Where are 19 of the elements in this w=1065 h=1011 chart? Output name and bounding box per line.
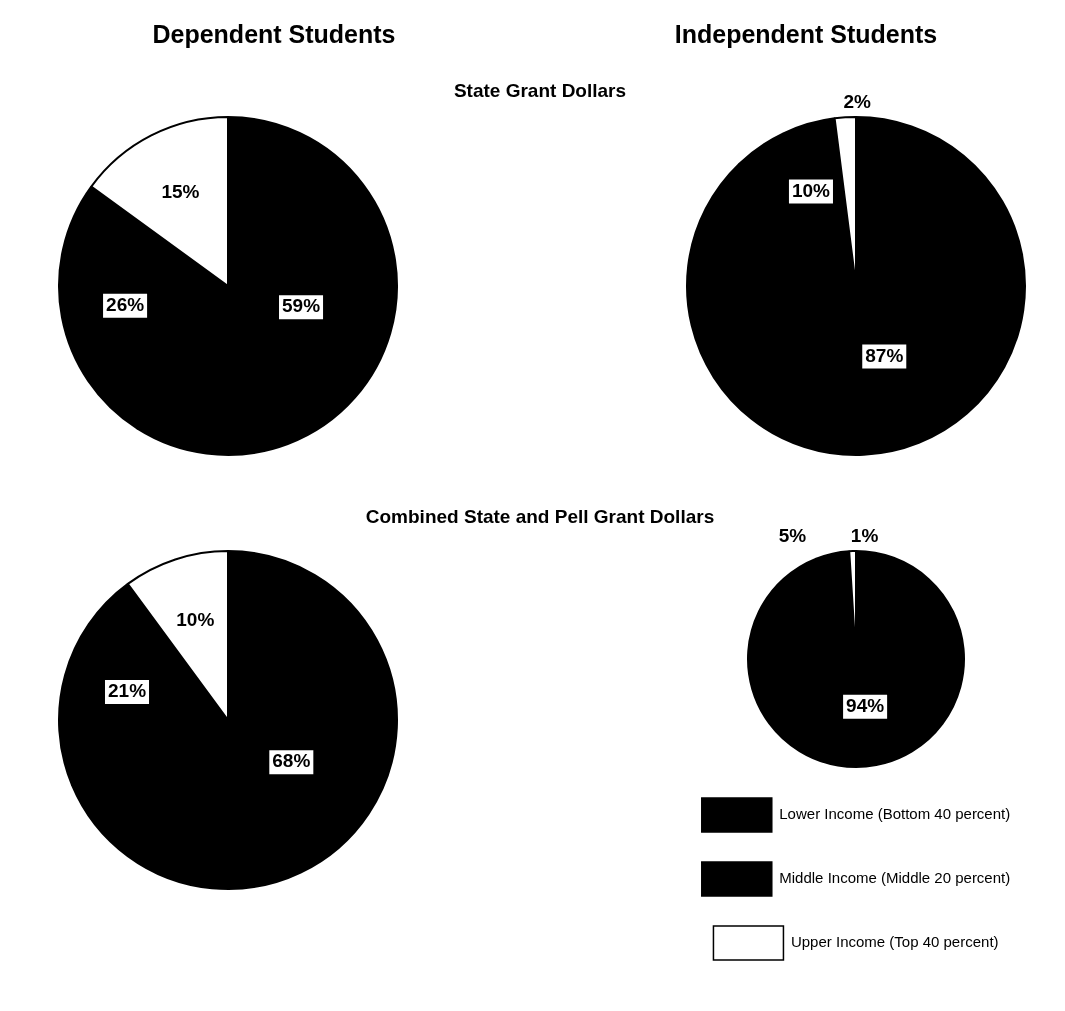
data-label: 1% xyxy=(850,525,879,547)
text: Combined State and Pell Grant Dollars xyxy=(365,506,715,527)
text: State Grant Dollars xyxy=(453,80,627,101)
chart-title: Dependent Students xyxy=(151,20,397,49)
legend-label: Middle Income (Middle 20 percent) xyxy=(779,869,1011,887)
data-label: 68% xyxy=(272,750,311,772)
legend-label: Lower Income (Bottom 40 percent) xyxy=(779,805,1011,823)
legend-label: Upper Income (Top 40 percent) xyxy=(790,933,999,951)
data-label: 94% xyxy=(846,694,885,716)
data-label: 21% xyxy=(107,680,147,702)
data-label: 59% xyxy=(282,295,321,317)
data-label: 10% xyxy=(176,608,215,630)
data-label: 5% xyxy=(778,525,807,547)
data-label: 26% xyxy=(106,293,145,315)
data-label: 10% xyxy=(791,179,831,201)
data-label: 2% xyxy=(843,91,872,113)
data-label: 87% xyxy=(865,344,904,366)
chart-title: Independent Students xyxy=(673,20,939,49)
data-label: 15% xyxy=(161,180,200,202)
